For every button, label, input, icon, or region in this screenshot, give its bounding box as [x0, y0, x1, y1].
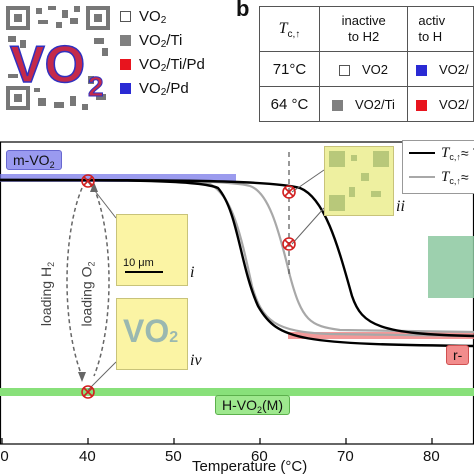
inset-i-label: i: [190, 264, 195, 281]
row2-active-cell: VO2/: [407, 86, 474, 122]
inset-ii-label: ii: [396, 198, 405, 215]
inset-ii-image: [324, 146, 394, 216]
header-active-cell: activ to H: [407, 6, 474, 52]
inset-iv-image: VO2: [116, 298, 188, 370]
legend-swatch-red: [120, 58, 131, 70]
row1-inactive-cell: VO2: [318, 51, 409, 87]
row2-inactive-cell: VO2/Ti: [318, 86, 409, 122]
curve-legend-black: Tc,↑ ≈ 7: [403, 141, 474, 165]
pointer-i: [87, 181, 117, 219]
legend-swatch-white: [120, 10, 131, 22]
scalebar-label: 10 μm: [123, 257, 154, 269]
m-vo2-label: m-VO2: [6, 150, 62, 170]
pointer-ii-a: [291, 169, 325, 193]
legend-swatch-blue: [120, 82, 131, 94]
row2-temp-cell: 64 °C: [259, 86, 320, 122]
row1-active-cell: VO2/: [407, 51, 474, 87]
header-tc-cell: Tc,↑: [259, 6, 320, 52]
h-vo2-band: [0, 388, 474, 396]
pointer-ii-b: [291, 207, 325, 245]
h-vo2-label: H-VO2(M): [215, 395, 291, 415]
legend-item-vo2-ti-pd: VO 2/Ti/Pd: [120, 52, 250, 76]
header-inactive-cell: inactive to H2: [318, 6, 409, 52]
legend-item-vo2-ti: VO 2/Ti: [120, 28, 250, 52]
inset-iv-label: iv: [190, 352, 202, 369]
arrowhead-down: [78, 372, 86, 382]
resistance-temperature-plot: [0, 141, 474, 445]
arrowhead-up: [90, 182, 98, 192]
qr-pattern-graphic: VO 2: [4, 4, 112, 112]
inset-ii-qr-graphic: [329, 151, 389, 211]
x-tick-80: 80: [423, 448, 440, 465]
legend-item-vo2-pd: VO 2/Pd: [120, 76, 250, 100]
scalebar-line: [125, 271, 163, 273]
x-tick-30: 30: [0, 448, 9, 465]
x-axis-ticks: [1, 438, 433, 444]
row1-temp-cell: 71°C: [259, 51, 320, 87]
transition-temperature-table: Tc,↑ inactive to H2 activ to H 71°C VO2 VO…: [259, 6, 474, 122]
loading-o2-label: loading O2: [78, 261, 97, 327]
pointer-iv: [87, 361, 117, 391]
x-tick-60: 60: [251, 448, 268, 465]
loading-h2-arrow: [66, 187, 83, 377]
x-tick-70: 70: [337, 448, 354, 465]
m-vo2-band: [0, 174, 236, 182]
curve-legend: Tc,↑ ≈ 7 Tc,↑ ≈: [402, 140, 474, 194]
svg-text:2: 2: [88, 71, 104, 102]
qr-vo-text: VO: [10, 36, 85, 94]
inset-i-image: 10 μm: [116, 214, 188, 286]
state-markers: [81, 174, 296, 399]
x-tick-40: 40: [79, 448, 96, 465]
x-tick-50: 50: [165, 448, 182, 465]
black-curve-heating: [0, 178, 474, 338]
qr-code-image: VO 2: [4, 4, 112, 112]
inset-iv-text: VO2: [123, 313, 179, 349]
inset-iii-partial-image: [428, 236, 474, 298]
r-vo2-label: r-: [446, 345, 470, 365]
loading-h2-label: loading H2: [38, 261, 57, 327]
loading-o2-arrow: [93, 187, 110, 377]
x-axis-label: Temperature (°C): [192, 458, 308, 475]
legend-item-vo2: VO 2: [120, 4, 250, 28]
legend-swatch-grey: [120, 34, 131, 46]
panel-letter-b: b: [236, 0, 250, 21]
material-legend: VO 2 VO 2/Ti VO 2/Ti/Pd VO 2/Pd: [120, 4, 250, 100]
